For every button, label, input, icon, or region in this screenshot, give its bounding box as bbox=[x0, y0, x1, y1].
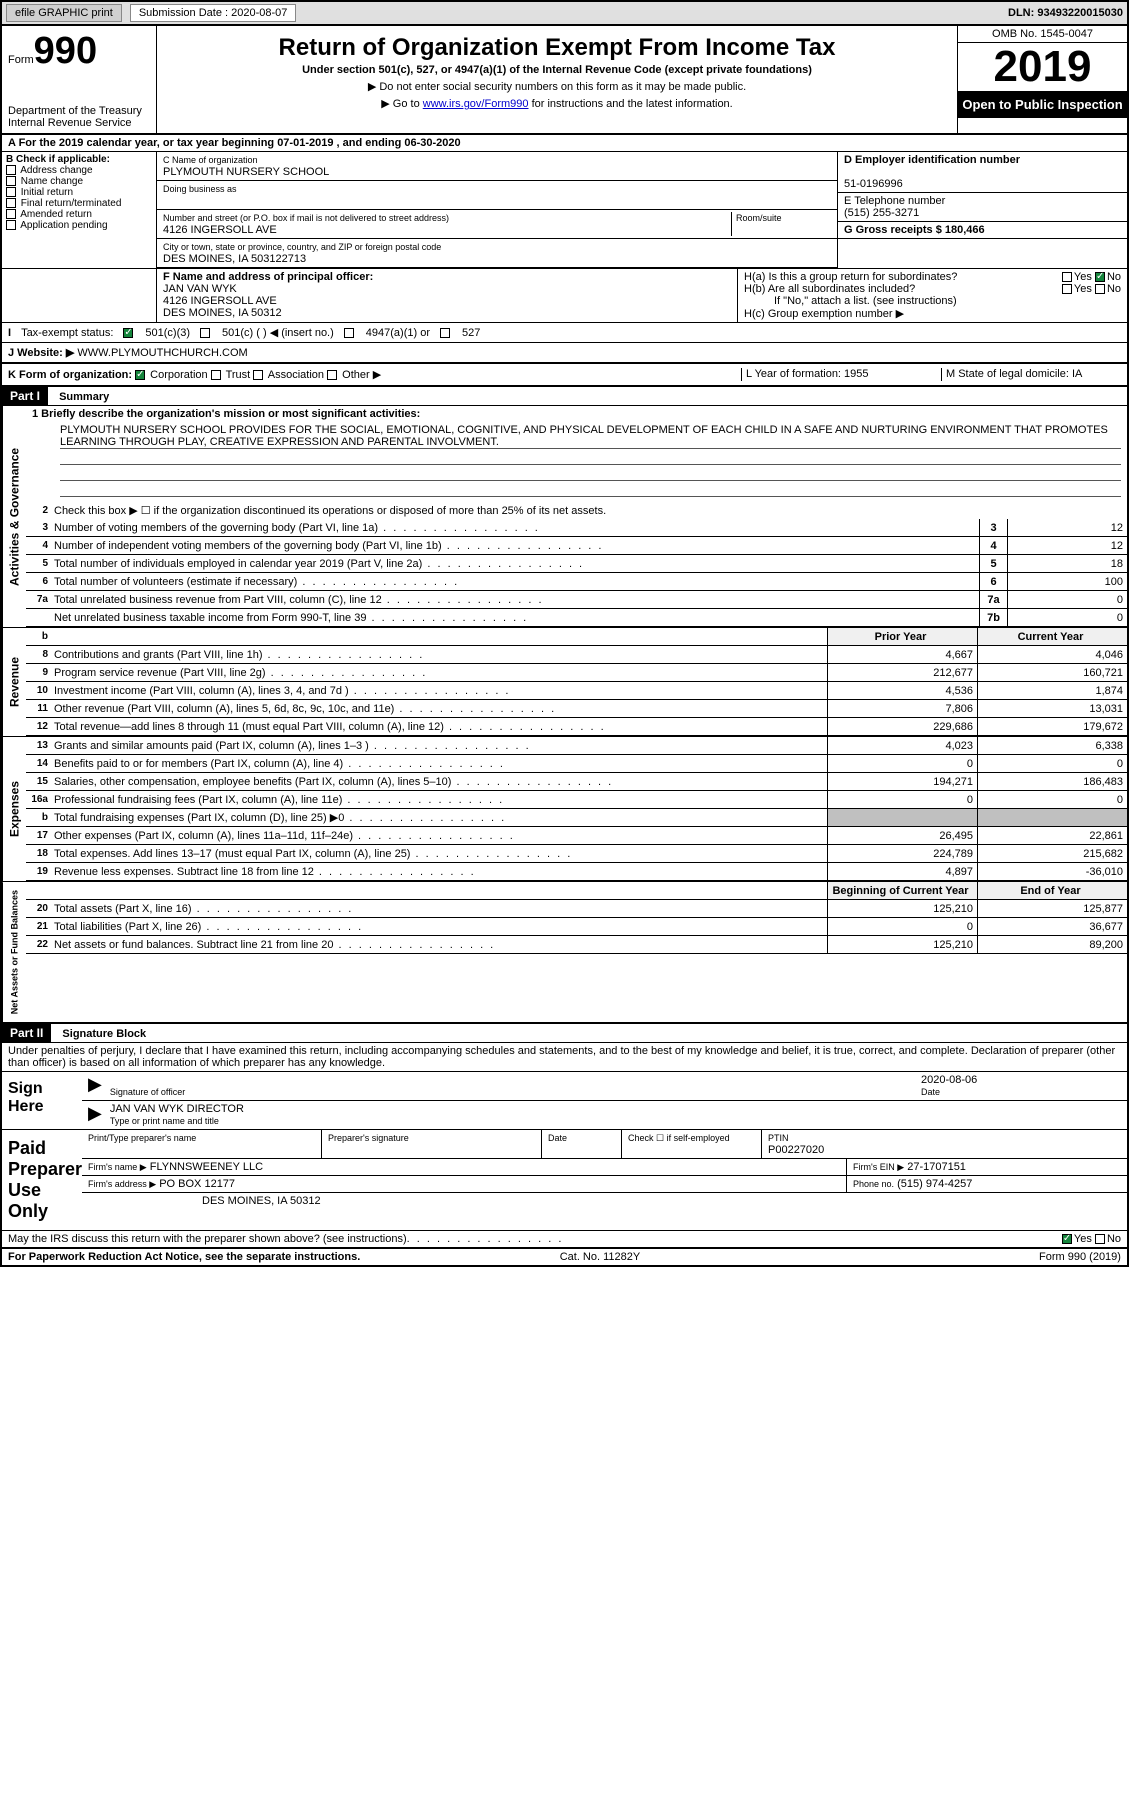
summary-line: 14Benefits paid to or for members (Part … bbox=[26, 755, 1127, 773]
submission-date: Submission Date : 2020-08-07 bbox=[130, 4, 297, 22]
summary-line: 22Net assets or fund balances. Subtract … bbox=[26, 936, 1127, 954]
irs-label: Internal Revenue Service bbox=[8, 117, 150, 129]
page-footer: For Paperwork Reduction Act Notice, see … bbox=[2, 1249, 1127, 1265]
form990-link[interactable]: www.irs.gov/Form990 bbox=[423, 98, 529, 110]
name-change-checkbox[interactable] bbox=[6, 176, 16, 186]
revenue-label: Revenue bbox=[2, 628, 26, 736]
final-return-checkbox[interactable] bbox=[6, 198, 16, 208]
form-header: Form 990 Department of the Treasury Inte… bbox=[2, 26, 1127, 135]
summary-line: 16aProfessional fundraising fees (Part I… bbox=[26, 791, 1127, 809]
address-change-checkbox[interactable] bbox=[6, 165, 16, 175]
summary-line: 4Number of independent voting members of… bbox=[26, 537, 1127, 555]
line1-label: 1 Briefly describe the organization's mi… bbox=[26, 406, 1127, 422]
summary-line: 19Revenue less expenses. Subtract line 1… bbox=[26, 863, 1127, 881]
city-cell: City or town, state or province, country… bbox=[157, 239, 837, 268]
ha-no-checkbox[interactable] bbox=[1095, 272, 1105, 282]
sig-arrow-icon: ▶ bbox=[88, 1103, 102, 1127]
section-f: F Name and address of principal officer:… bbox=[157, 269, 737, 322]
dln: DLN: 93493220015030 bbox=[1008, 7, 1123, 19]
discuss-row: May the IRS discuss this return with the… bbox=[2, 1231, 1127, 1249]
goto-note: ▶ Go to www.irs.gov/Form990 for instruct… bbox=[165, 97, 949, 110]
501c-checkbox[interactable] bbox=[200, 328, 210, 338]
summary-line: 3Number of voting members of the governi… bbox=[26, 519, 1127, 537]
summary-line: 9Program service revenue (Part VIII, lin… bbox=[26, 664, 1127, 682]
section-b: B Check if applicable: Address change Na… bbox=[2, 152, 157, 268]
address-cell: Number and street (or P.O. box if mail i… bbox=[157, 210, 837, 239]
org-name-cell: C Name of organization PLYMOUTH NURSERY … bbox=[157, 152, 837, 181]
phone-cell: E Telephone number (515) 255-3271 bbox=[838, 193, 1127, 222]
other-checkbox[interactable] bbox=[327, 370, 337, 380]
row-a: A For the 2019 calendar year, or tax yea… bbox=[2, 135, 1127, 152]
assoc-checkbox[interactable] bbox=[253, 370, 263, 380]
paid-preparer-label: Paid Preparer Use Only bbox=[2, 1130, 82, 1230]
discuss-no-checkbox[interactable] bbox=[1095, 1234, 1105, 1244]
summary-line: 6Total number of volunteers (estimate if… bbox=[26, 573, 1127, 591]
top-bar: efile GRAPHIC print Submission Date : 20… bbox=[2, 2, 1127, 26]
summary-line: 15Salaries, other compensation, employee… bbox=[26, 773, 1127, 791]
form-subtitle: Under section 501(c), 527, or 4947(a)(1)… bbox=[165, 64, 949, 76]
sig-declaration: Under penalties of perjury, I declare th… bbox=[2, 1043, 1127, 1072]
tax-year: 2019 bbox=[958, 43, 1127, 91]
efile-button[interactable]: efile GRAPHIC print bbox=[6, 4, 122, 22]
summary-line: 21Total liabilities (Part X, line 26)036… bbox=[26, 918, 1127, 936]
hb-yes-checkbox[interactable] bbox=[1062, 284, 1072, 294]
4947-checkbox[interactable] bbox=[344, 328, 354, 338]
open-public: Open to Public Inspection bbox=[958, 91, 1127, 118]
summary-line: 11Other revenue (Part VIII, column (A), … bbox=[26, 700, 1127, 718]
section-h: H(a) Is this a group return for subordin… bbox=[737, 269, 1127, 322]
summary-line: 13Grants and similar amounts paid (Part … bbox=[26, 737, 1127, 755]
summary-line: 20Total assets (Part X, line 16)125,2101… bbox=[26, 900, 1127, 918]
row-j: J Website: ▶ WWW.PLYMOUTHCHURCH.COM bbox=[2, 343, 1127, 364]
summary-line: 7aTotal unrelated business revenue from … bbox=[26, 591, 1127, 609]
summary-line: bTotal fundraising expenses (Part IX, co… bbox=[26, 809, 1127, 827]
mission-text: PLYMOUTH NURSERY SCHOOL PROVIDES FOR THE… bbox=[26, 422, 1127, 501]
expenses-label: Expenses bbox=[2, 737, 26, 881]
dept-label: Department of the Treasury bbox=[8, 105, 150, 117]
app-pending-checkbox[interactable] bbox=[6, 220, 16, 230]
net-assets-label: Net Assets or Fund Balances bbox=[2, 882, 26, 1022]
summary-line: 17Other expenses (Part IX, column (A), l… bbox=[26, 827, 1127, 845]
501c3-checkbox[interactable] bbox=[123, 328, 133, 338]
form-title: Return of Organization Exempt From Incom… bbox=[165, 34, 949, 62]
summary-line: 12Total revenue—add lines 8 through 11 (… bbox=[26, 718, 1127, 736]
summary-line: Net unrelated business taxable income fr… bbox=[26, 609, 1127, 627]
discuss-yes-checkbox[interactable] bbox=[1062, 1234, 1072, 1244]
sig-arrow-icon: ▶ bbox=[88, 1074, 102, 1098]
row-i: I Tax-exempt status: 501(c)(3) 501(c) ( … bbox=[2, 323, 1127, 343]
activities-label: Activities & Governance bbox=[2, 406, 26, 627]
ssn-note: ▶ Do not enter social security numbers o… bbox=[165, 80, 949, 93]
gross-receipts-cell: G Gross receipts $ 180,466 bbox=[838, 222, 1127, 239]
sign-here-label: Sign Here bbox=[2, 1072, 82, 1129]
summary-line: 8Contributions and grants (Part VIII, li… bbox=[26, 646, 1127, 664]
summary-line: 18Total expenses. Add lines 13–17 (must … bbox=[26, 845, 1127, 863]
part1-header: Part I Summary bbox=[2, 387, 1127, 406]
hb-no-checkbox[interactable] bbox=[1095, 284, 1105, 294]
part2-header: Part II Signature Block bbox=[2, 1022, 1127, 1043]
ha-yes-checkbox[interactable] bbox=[1062, 272, 1072, 282]
form-number: Form 990 bbox=[8, 30, 150, 73]
summary-line: 5Total number of individuals employed in… bbox=[26, 555, 1127, 573]
row-k: K Form of organization: Corporation Trus… bbox=[2, 364, 1127, 387]
amended-return-checkbox[interactable] bbox=[6, 209, 16, 219]
initial-return-checkbox[interactable] bbox=[6, 187, 16, 197]
dba-cell: Doing business as bbox=[157, 181, 837, 210]
omb-number: OMB No. 1545-0047 bbox=[958, 26, 1127, 43]
trust-checkbox[interactable] bbox=[211, 370, 221, 380]
corp-checkbox[interactable] bbox=[135, 370, 145, 380]
527-checkbox[interactable] bbox=[440, 328, 450, 338]
summary-line: 10Investment income (Part VIII, column (… bbox=[26, 682, 1127, 700]
ein-cell: D Employer identification number 51-0196… bbox=[838, 152, 1127, 193]
